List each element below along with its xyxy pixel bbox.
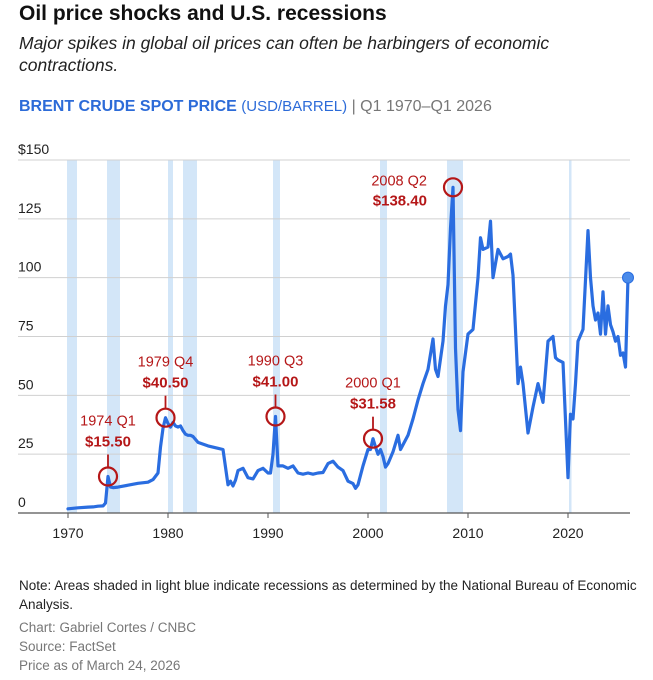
annotation-value-2: $41.00 (253, 374, 299, 391)
annotation-label-3: 2000 Q1 (345, 376, 401, 392)
x-tick-label-1980: 1980 (152, 525, 183, 541)
chart-credit: Chart: Gabriel Cortes / CNBC (19, 620, 197, 635)
x-tick-label-1970: 1970 (52, 525, 83, 541)
annotation-label-1: 1979 Q4 (138, 355, 194, 371)
y-tick-label-150: $150 (18, 141, 49, 157)
y-tick-label-50: 50 (18, 376, 34, 392)
annotation-value-4: $138.40 (373, 192, 427, 209)
annotation-label-0: 1974 Q1 (80, 414, 136, 430)
annotations: 1974 Q1 $15.50 1979 Q4 $40.50 1990 Q3 $41.00 2… (80, 173, 464, 487)
price-date: Price as of March 24, 2026 (19, 658, 181, 673)
x-axis-ticks: 1970 1980 1990 2000 2010 2020 (52, 513, 584, 541)
footnote: Note: Areas shaded in light blue indicat… (19, 578, 637, 612)
annotation-label-2: 1990 Q3 (248, 354, 304, 370)
y-tick-label-100: 100 (18, 259, 42, 275)
y-tick-label-75: 75 (18, 318, 34, 334)
x-tick-label-1990: 1990 (252, 525, 283, 541)
date-range: Q1 1970–Q1 2026 (360, 98, 492, 115)
series-name: BRENT CRUDE SPOT PRICE (19, 98, 237, 115)
source-credit: Source: FactSet (19, 639, 116, 654)
chart-header: BRENT CRUDE SPOT PRICE (USD/BARREL) | Q1… (19, 98, 492, 116)
x-tick-label-2010: 2010 (452, 525, 483, 541)
gridlines (18, 159, 630, 514)
y-tick-label-125: 125 (18, 200, 42, 216)
annotation-value-1: $40.50 (143, 375, 189, 392)
unit-label: (USD/BARREL) (241, 98, 348, 115)
price-chart: 0 25 50 75 100 125 $150 1970 1980 1990 2000 2010 20… (18, 141, 634, 541)
chart-title: Oil price shocks and U.S. recessions (19, 2, 387, 25)
latest-price-point (622, 271, 634, 284)
x-tick-label-2020: 2020 (552, 525, 583, 541)
header-separator: | (351, 98, 356, 115)
x-tick-label-2000: 2000 (352, 525, 383, 541)
annotation-value-0: $15.50 (85, 434, 131, 451)
annotation-circle-4 (442, 177, 464, 198)
series-line-0 (66, 185, 630, 511)
annotation-label-4: 2008 Q2 (371, 173, 427, 189)
chart-subtitle: Major spikes in global oil prices can of… (19, 33, 550, 75)
annotation-value-3: $31.58 (350, 396, 396, 413)
price-series (66, 185, 634, 511)
y-tick-label-25: 25 (18, 435, 34, 451)
y-axis-ticks: 0 25 50 75 100 125 $150 (18, 141, 49, 510)
y-tick-label-0: 0 (18, 494, 26, 510)
